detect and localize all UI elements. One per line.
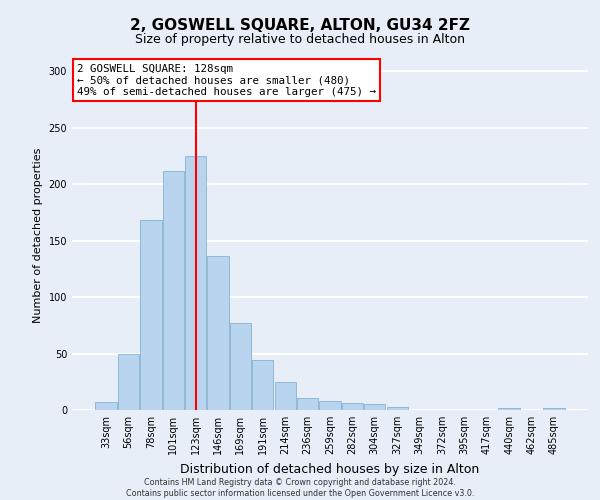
Text: Size of property relative to detached houses in Alton: Size of property relative to detached ho…: [135, 32, 465, 46]
Bar: [386, 406, 408, 410]
Bar: [342, 403, 363, 410]
Bar: [185, 156, 206, 410]
Bar: [163, 170, 184, 410]
Bar: [95, 402, 117, 410]
X-axis label: Distribution of detached houses by size in Alton: Distribution of detached houses by size …: [181, 462, 479, 475]
Bar: [297, 398, 318, 410]
Text: 2 GOSWELL SQUARE: 128sqm
← 50% of detached houses are smaller (480)
49% of semi-: 2 GOSWELL SQUARE: 128sqm ← 50% of detach…: [77, 64, 376, 96]
Text: Contains HM Land Registry data © Crown copyright and database right 2024.
Contai: Contains HM Land Registry data © Crown c…: [126, 478, 474, 498]
Bar: [140, 220, 161, 410]
Bar: [319, 401, 341, 410]
Bar: [208, 256, 229, 410]
Bar: [499, 408, 520, 410]
Bar: [275, 382, 296, 410]
Bar: [543, 408, 565, 410]
Bar: [364, 404, 385, 410]
Bar: [118, 354, 139, 410]
Text: 2, GOSWELL SQUARE, ALTON, GU34 2FZ: 2, GOSWELL SQUARE, ALTON, GU34 2FZ: [130, 18, 470, 32]
Bar: [252, 360, 274, 410]
Bar: [230, 323, 251, 410]
Y-axis label: Number of detached properties: Number of detached properties: [33, 148, 43, 322]
